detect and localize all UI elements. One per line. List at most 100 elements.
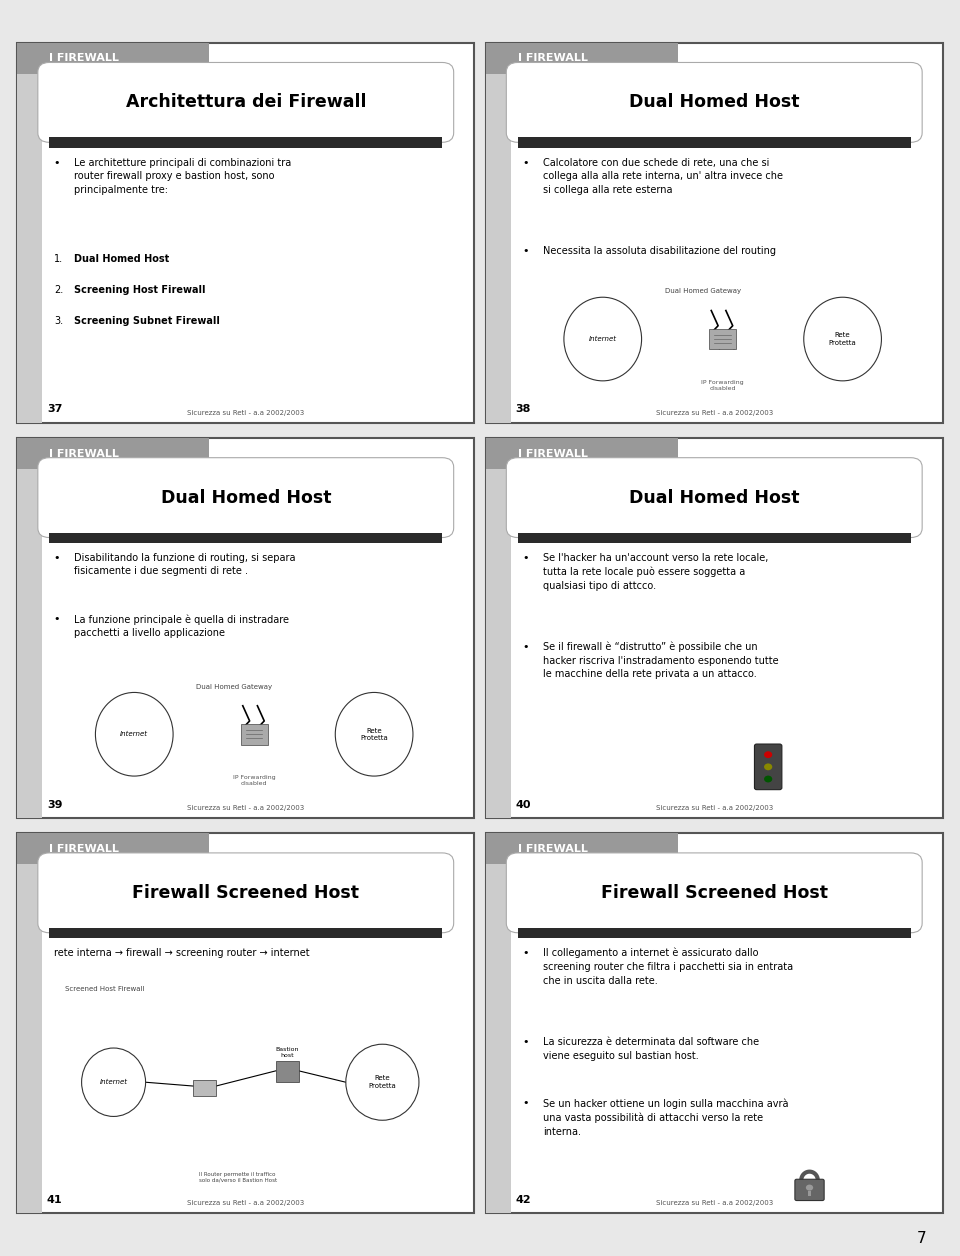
FancyBboxPatch shape — [506, 457, 923, 538]
Text: Disabilitando la funzione di routing, si separa
fisicamente i due segmenti di re: Disabilitando la funzione di routing, si… — [75, 553, 296, 577]
Text: Architettura dei Firewall: Architettura dei Firewall — [126, 93, 366, 112]
Text: I FIREWALL: I FIREWALL — [517, 53, 588, 63]
Text: •: • — [522, 948, 529, 958]
Text: Sicurezza su Reti - a.a 2002/2003: Sicurezza su Reti - a.a 2002/2003 — [656, 409, 773, 416]
Ellipse shape — [804, 298, 881, 381]
Text: Calcolatore con due schede di rete, una che si
collega alla alla rete interna, u: Calcolatore con due schede di rete, una … — [543, 157, 783, 195]
Circle shape — [764, 764, 772, 770]
Bar — [17, 438, 42, 818]
Text: Sicurezza su Reti - a.a 2002/2003: Sicurezza su Reti - a.a 2002/2003 — [187, 409, 304, 416]
Ellipse shape — [82, 1048, 146, 1117]
Bar — [193, 1080, 216, 1095]
Text: Firewall Screened Host: Firewall Screened Host — [601, 884, 828, 902]
FancyBboxPatch shape — [795, 1179, 824, 1201]
FancyBboxPatch shape — [506, 63, 923, 142]
Text: •: • — [522, 642, 529, 652]
Ellipse shape — [335, 692, 413, 776]
Text: Screening Subnet Firewall: Screening Subnet Firewall — [75, 317, 220, 327]
Text: •: • — [522, 553, 529, 563]
Text: 40: 40 — [516, 800, 531, 810]
Text: 1.: 1. — [54, 254, 63, 264]
Text: Sicurezza su Reti - a.a 2002/2003: Sicurezza su Reti - a.a 2002/2003 — [187, 1201, 304, 1207]
Bar — [517, 928, 911, 938]
Text: La funzione principale è quella di instradare
pacchetti a livello applicazione: La funzione principale è quella di instr… — [75, 614, 289, 638]
Text: IP Forwarding
disabled: IP Forwarding disabled — [702, 379, 744, 391]
Text: Screening Host Firewall: Screening Host Firewall — [75, 285, 205, 295]
Text: I FIREWALL: I FIREWALL — [49, 53, 119, 63]
Text: Dual Homed Host: Dual Homed Host — [629, 489, 800, 506]
Text: Se l'hacker ha un'account verso la rete locale,
tutta la rete locale può essere : Se l'hacker ha un'account verso la rete … — [543, 553, 768, 590]
Bar — [17, 833, 42, 1213]
Circle shape — [764, 751, 772, 759]
Bar — [17, 43, 42, 423]
Text: La sicurezza è determinata dal software che
viene eseguito sul bastian host.: La sicurezza è determinata dal software … — [543, 1037, 759, 1060]
FancyBboxPatch shape — [37, 457, 454, 538]
Text: 3.: 3. — [54, 317, 63, 327]
Text: Rete
Protetta: Rete Protetta — [369, 1075, 396, 1089]
Text: Rete
Protetta: Rete Protetta — [828, 333, 856, 345]
FancyBboxPatch shape — [241, 723, 268, 745]
Text: Internet: Internet — [120, 731, 148, 737]
Text: Rete
Protetta: Rete Protetta — [360, 727, 388, 741]
Text: I FIREWALL: I FIREWALL — [517, 844, 588, 854]
Text: Internet: Internet — [588, 337, 616, 342]
Text: Screened Host Firewall: Screened Host Firewall — [65, 986, 145, 992]
Text: Internet: Internet — [100, 1079, 128, 1085]
Text: I FIREWALL: I FIREWALL — [49, 448, 119, 458]
Text: Firewall Screened Host: Firewall Screened Host — [132, 884, 359, 902]
Text: Il collegamento a internet è assicurato dallo
screening router che filtra i pacc: Il collegamento a internet è assicurato … — [543, 948, 793, 986]
Text: 41: 41 — [47, 1194, 62, 1205]
Text: IP Forwarding
disabled: IP Forwarding disabled — [233, 775, 276, 786]
Circle shape — [764, 776, 772, 782]
Text: Bastion
host: Bastion host — [276, 1046, 299, 1058]
Bar — [49, 928, 443, 938]
FancyBboxPatch shape — [755, 744, 781, 790]
Bar — [276, 1061, 299, 1083]
Text: 39: 39 — [47, 800, 62, 810]
Text: •: • — [522, 1099, 529, 1109]
FancyBboxPatch shape — [37, 63, 454, 142]
FancyBboxPatch shape — [37, 853, 454, 933]
Bar — [49, 137, 443, 148]
Text: Dual Homed Gateway: Dual Homed Gateway — [196, 683, 273, 690]
Text: 42: 42 — [516, 1194, 531, 1205]
Text: Le architetture principali di combinazioni tra
router firewall proxy e bastion h: Le architetture principali di combinazio… — [75, 157, 292, 195]
Bar — [486, 43, 678, 74]
Text: Sicurezza su Reti - a.a 2002/2003: Sicurezza su Reti - a.a 2002/2003 — [656, 1201, 773, 1207]
Bar — [486, 833, 678, 864]
Text: •: • — [54, 553, 60, 563]
Bar — [517, 533, 911, 544]
Text: •: • — [54, 614, 60, 624]
Bar — [17, 833, 209, 864]
Bar — [486, 43, 511, 423]
Text: I FIREWALL: I FIREWALL — [517, 448, 588, 458]
Bar — [486, 438, 511, 818]
Text: 7: 7 — [917, 1231, 926, 1246]
Text: Dual Homed Host: Dual Homed Host — [75, 254, 170, 264]
Bar — [517, 137, 911, 148]
Text: Sicurezza su Reti - a.a 2002/2003: Sicurezza su Reti - a.a 2002/2003 — [656, 805, 773, 811]
Bar — [17, 438, 209, 468]
Text: 2.: 2. — [54, 285, 63, 295]
Text: •: • — [54, 157, 60, 167]
Ellipse shape — [95, 692, 173, 776]
Text: Dual Homed Host: Dual Homed Host — [629, 93, 800, 112]
Circle shape — [805, 1184, 813, 1191]
Text: 38: 38 — [516, 404, 531, 414]
Bar — [49, 533, 443, 544]
Text: •: • — [522, 246, 529, 256]
Ellipse shape — [346, 1044, 419, 1120]
FancyBboxPatch shape — [506, 853, 923, 933]
Bar — [486, 833, 511, 1213]
Bar — [486, 438, 678, 468]
Text: Dual Homed Gateway: Dual Homed Gateway — [664, 289, 741, 294]
Text: rete interna → firewall → screening router → internet: rete interna → firewall → screening rout… — [54, 948, 309, 958]
Text: I FIREWALL: I FIREWALL — [49, 844, 119, 854]
Text: •: • — [522, 157, 529, 167]
Text: 37: 37 — [47, 404, 62, 414]
Bar — [808, 1191, 811, 1197]
Text: Dual Homed Host: Dual Homed Host — [160, 489, 331, 506]
Text: Necessita la assoluta disabilitazione del routing: Necessita la assoluta disabilitazione de… — [543, 246, 776, 256]
Text: Il Router permette il traffico
solo da/verso il Bastion Host: Il Router permette il traffico solo da/v… — [199, 1172, 276, 1183]
Text: •: • — [522, 1037, 529, 1048]
